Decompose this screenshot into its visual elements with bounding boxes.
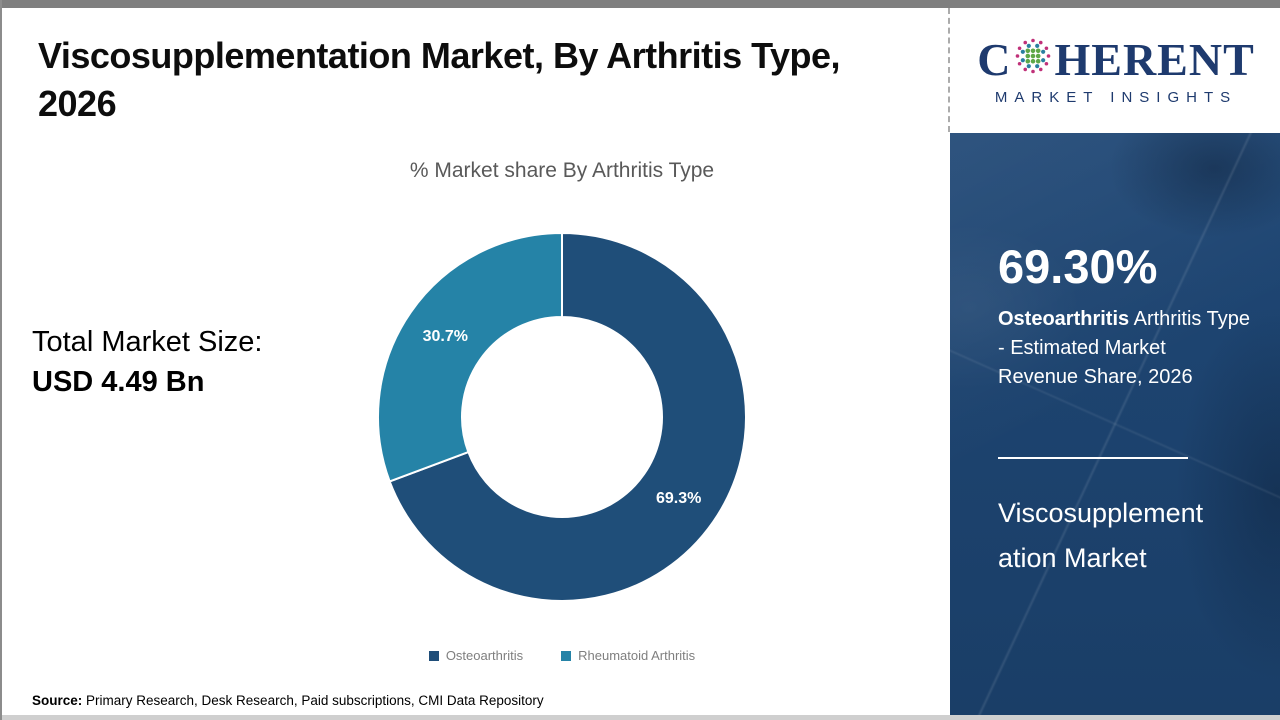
globe-dot [1036, 58, 1041, 63]
donut-slice-rheumatoid-arthritis [377, 232, 563, 483]
page-title-line1: Viscosupplementation Market, By Arthriti… [38, 35, 841, 76]
globe-dot [1025, 58, 1031, 63]
globe-dot [1031, 53, 1036, 58]
globe-dot [1045, 45, 1049, 50]
globe-dots-icon [1013, 36, 1053, 84]
globe-dot [1023, 40, 1028, 44]
page-title: Viscosupplementation Market, By Arthriti… [38, 32, 841, 128]
globe-dot [1031, 48, 1036, 53]
legend-label-rheumatoid-arthritis: Rheumatoid Arthritis [578, 648, 696, 663]
bottom-border-bar [2, 715, 1280, 720]
sidebar-market-name: Viscosupplement ation Market [998, 491, 1238, 581]
globe-dot [1027, 43, 1032, 48]
globe-dot [1036, 48, 1041, 53]
globe-dot [1021, 57, 1026, 62]
top-border-bar [2, 0, 1280, 8]
chart-legend: Osteoarthritis Rheumatoid Arthritis [142, 648, 982, 663]
legend-swatch-osteoarthritis [428, 650, 439, 661]
legend-item-osteoarthritis: Osteoarthritis [428, 648, 524, 663]
sidebar-market-name-line2: ation Market [998, 543, 1147, 573]
donut-data-label: 69.3% [656, 490, 701, 507]
logo-divider-dashed-line [948, 8, 950, 132]
total-market-size-label: Total Market Size: [32, 326, 263, 358]
globe-dot [1039, 67, 1044, 71]
globe-dot [1035, 43, 1040, 48]
sidebar-panel: 69.30% Osteoarthritis Arthritis Type - E… [950, 133, 1280, 715]
globe-dot [1035, 63, 1040, 68]
company-logo: C HERENT MARKET INSIGHTS [952, 8, 1280, 133]
sidebar-desc-bold: Osteoarthritis [998, 308, 1130, 330]
globe-dot [1031, 38, 1036, 42]
globe-dot [1031, 69, 1036, 73]
donut-slice-osteoarthritis [388, 232, 747, 602]
source-line: Source: Primary Research, Desk Research,… [32, 693, 544, 708]
globe-dot [1025, 53, 1031, 58]
globe-dot [1036, 53, 1041, 58]
globe-dot [1021, 49, 1026, 54]
globe-dot [1027, 63, 1032, 68]
legend-swatch-rheumatoid-arthritis [561, 650, 572, 661]
globe-dot [1047, 53, 1051, 58]
legend-label-osteoarthritis: Osteoarthritis [445, 648, 524, 663]
sidebar-desc-rest: Arthritis Type - Estimated Market Revenu… [998, 308, 1250, 388]
globe-dot [1039, 40, 1044, 44]
globe-dot [1041, 49, 1046, 54]
globe-dot [1025, 48, 1031, 53]
logo-letter-c: C [977, 33, 1012, 85]
globe-dot [1031, 58, 1036, 63]
logo-letters-herent: HERENT [1054, 33, 1255, 85]
source-label: Source: [32, 693, 83, 708]
globe-dot [1045, 61, 1049, 66]
sidebar-divider-line [998, 457, 1188, 459]
legend-item-rheumatoid-arthritis: Rheumatoid Arthritis [561, 648, 695, 663]
total-market-size-value: USD 4.49 Bn [32, 366, 205, 398]
donut-data-label: 30.7% [423, 328, 468, 345]
globe-dot [1041, 57, 1046, 62]
sidebar-stat-value: 69.30% [998, 240, 1158, 293]
globe-dot [1016, 53, 1020, 58]
globe-dot [1018, 61, 1022, 66]
chart-title: % Market share By Arthritis Type [409, 159, 715, 182]
source-text: Primary Research, Desk Research, Paid su… [82, 693, 544, 708]
sidebar-stat-description: Osteoarthritis Arthritis Type - Estimate… [998, 305, 1250, 392]
logo-tagline: MARKET INSIGHTS [994, 88, 1238, 106]
globe-dot [1023, 67, 1028, 71]
page-title-line2: 2026 [38, 83, 117, 124]
donut-chart: 69.3% 30.7% [374, 229, 750, 605]
sidebar-market-name-line1: Viscosupplement [998, 498, 1204, 528]
logo-wordmark: C HERENT [977, 36, 1255, 84]
globe-dot [1018, 45, 1022, 50]
total-market-size-block: Total Market Size: USD 4.49 Bn [32, 322, 262, 402]
